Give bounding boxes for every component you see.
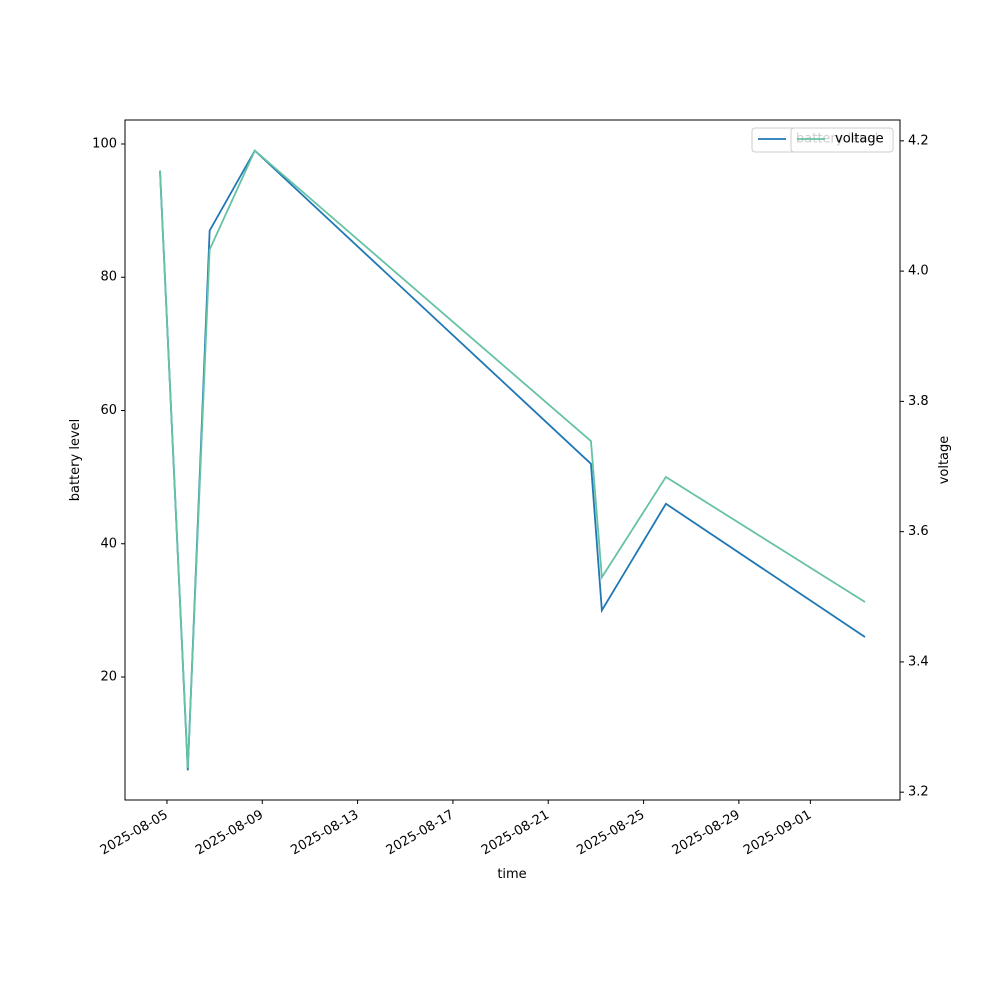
x-tick-label: 2025-08-25 [574,808,647,859]
y-tick-label: 100 [92,136,117,151]
x-tick-label: 2025-08-09 [193,808,266,859]
y2-tick-label: 3.2 [908,785,929,800]
x-tick-label: 2025-09-01 [741,808,814,859]
y-tick-label: 20 [100,670,117,685]
y2-axis-label: voltage [937,436,952,485]
legend: voltage [790,127,894,153]
y2-tick-label: 4.0 [908,264,929,279]
y-tick-label: 40 [100,536,117,551]
y2-tick-label: 4.2 [908,133,929,148]
line-series [159,149,866,771]
x-tick-label: 2025-08-29 [670,808,743,859]
y2-tick-label: 3.8 [908,394,929,409]
legend-box [790,127,894,153]
y2-tick-label: 3.4 [908,654,929,669]
legend-label: voltage [835,132,884,147]
line-series [159,149,866,769]
x-axis-label: time [497,867,526,882]
y-tick-label: 80 [100,270,117,285]
x-tick-label: 2025-08-05 [98,808,171,859]
y2-tick-label: 3.6 [908,524,929,539]
x-tick-label: 2025-08-13 [288,808,361,859]
x-tick-label: 2025-08-21 [479,808,552,859]
x-tick-label: 2025-08-17 [384,808,457,859]
y-tick-label: 60 [100,403,117,418]
y-axis-label: battery level [68,419,83,502]
plot-frame [124,119,901,801]
